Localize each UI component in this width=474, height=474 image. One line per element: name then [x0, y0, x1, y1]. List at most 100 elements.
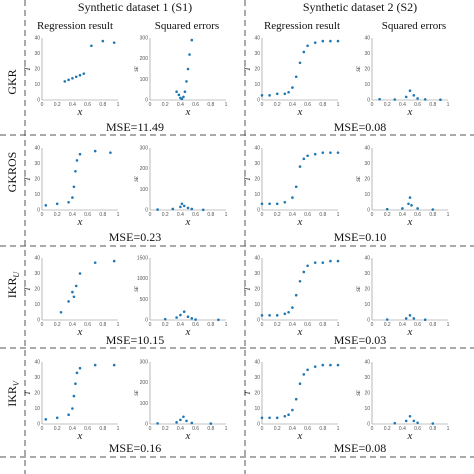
- data-point: [186, 206, 190, 210]
- y-tick-label: 30: [34, 51, 40, 57]
- data-point: [201, 208, 205, 212]
- data-point: [306, 44, 309, 48]
- data-point: [287, 413, 290, 417]
- x-tick-label: 0.8: [207, 102, 214, 108]
- x-axis-label: x: [407, 326, 413, 338]
- y-tick-label: 100: [140, 401, 149, 407]
- data-point: [180, 97, 184, 101]
- x-tick-label: 0: [41, 212, 44, 218]
- row-label-ikru-base: IKR: [5, 278, 19, 299]
- data-point: [112, 41, 116, 44]
- y-tick-label: 0: [257, 98, 260, 104]
- data-point: [217, 318, 220, 322]
- y-tick-label: 0: [145, 98, 148, 104]
- x-tick-label: 0.6: [304, 212, 311, 218]
- data-point: [336, 259, 340, 263]
- x-axis-label: x: [185, 106, 191, 118]
- data-point: [294, 75, 298, 79]
- x-tick-label: 0: [149, 212, 152, 218]
- x-tick-label: 0.4: [177, 426, 184, 432]
- data-point: [82, 72, 86, 75]
- data-point: [268, 314, 271, 317]
- y-tick-label: 10: [34, 302, 40, 308]
- x-tick-label: 0.8: [429, 102, 436, 108]
- data-point: [431, 422, 435, 425]
- y-tick-label: 100: [140, 77, 149, 83]
- data-point: [74, 382, 77, 386]
- y-tick-label: 10: [364, 192, 370, 198]
- data-point: [401, 207, 404, 210]
- data-point: [287, 310, 290, 314]
- data-point: [182, 415, 185, 419]
- x-tick-label: 0.2: [274, 212, 281, 218]
- y-tick-label: 30: [364, 161, 370, 167]
- y-tick-label: 0: [367, 422, 370, 428]
- x-tick-label: 0.6: [84, 322, 91, 328]
- mse-ikru-s1: MSE=10.15: [106, 333, 164, 347]
- y-axis-label: T: [23, 176, 32, 181]
- y-axis-label: SE: [357, 390, 362, 396]
- data-point: [298, 61, 302, 65]
- data-point: [287, 90, 290, 94]
- y-tick-label: 20: [254, 67, 260, 73]
- data-point: [71, 290, 74, 294]
- data-point: [190, 38, 194, 42]
- y-tick-label: 0: [367, 208, 370, 214]
- data-point: [306, 154, 309, 158]
- data-point: [179, 313, 182, 317]
- x-tick-label: 0.4: [289, 212, 296, 218]
- data-point: [321, 151, 325, 154]
- y-tick-label: 10: [254, 192, 260, 198]
- x-tick-label: 1: [337, 212, 340, 218]
- x-tick-label: 0.2: [162, 322, 169, 328]
- y-tick-label: 300: [140, 146, 149, 152]
- data-point: [75, 159, 79, 162]
- data-point: [175, 421, 178, 424]
- x-tick-label: 0.4: [399, 322, 406, 328]
- column-header-s1: Synthetic dataset 1 (S1): [78, 0, 192, 14]
- x-tick-label: 1: [337, 426, 340, 432]
- x-tick-label: 0.6: [192, 322, 199, 328]
- data-point: [408, 89, 412, 92]
- x-tick-label: 0: [371, 212, 374, 218]
- x-tick-label: 0.6: [414, 212, 421, 218]
- x-tick-label: 0.6: [414, 322, 421, 328]
- x-axis-label: x: [297, 326, 303, 338]
- x-axis-label: x: [77, 430, 83, 442]
- data-point: [302, 50, 306, 54]
- y-tick-label: 40: [364, 36, 370, 42]
- y-tick-label: 40: [254, 36, 260, 42]
- data-point: [190, 207, 194, 211]
- data-point: [93, 149, 97, 153]
- x-tick-label: 0.6: [192, 102, 199, 108]
- y-tick-label: 0: [257, 422, 260, 428]
- y-axis-label: SE: [357, 176, 362, 182]
- data-point: [329, 259, 332, 263]
- mse-gkros-s2: MSE=0.10: [334, 230, 386, 244]
- mse-gkr-s2: MSE=0.08: [334, 120, 386, 134]
- y-tick-label: 200: [140, 56, 149, 62]
- x-tick-label: 0.8: [99, 102, 106, 108]
- y-tick-label: 40: [364, 256, 370, 262]
- data-point: [423, 318, 427, 321]
- data-point: [329, 39, 332, 43]
- data-point: [268, 416, 271, 420]
- x-tick-label: 1: [447, 322, 450, 328]
- data-point: [190, 421, 194, 425]
- data-point: [182, 204, 186, 208]
- x-tick-label: 0.8: [207, 212, 214, 218]
- data-point: [404, 95, 408, 99]
- x-tick-label: 0.4: [399, 102, 406, 108]
- panel-GKR-S1-errors: 0 0.2 0.4 0.6 0.8 1 0 100 200 300 x SE: [135, 36, 228, 119]
- data-point: [44, 204, 48, 207]
- x-axis-label: x: [185, 326, 191, 338]
- data-point: [93, 363, 97, 367]
- data-point: [109, 151, 112, 154]
